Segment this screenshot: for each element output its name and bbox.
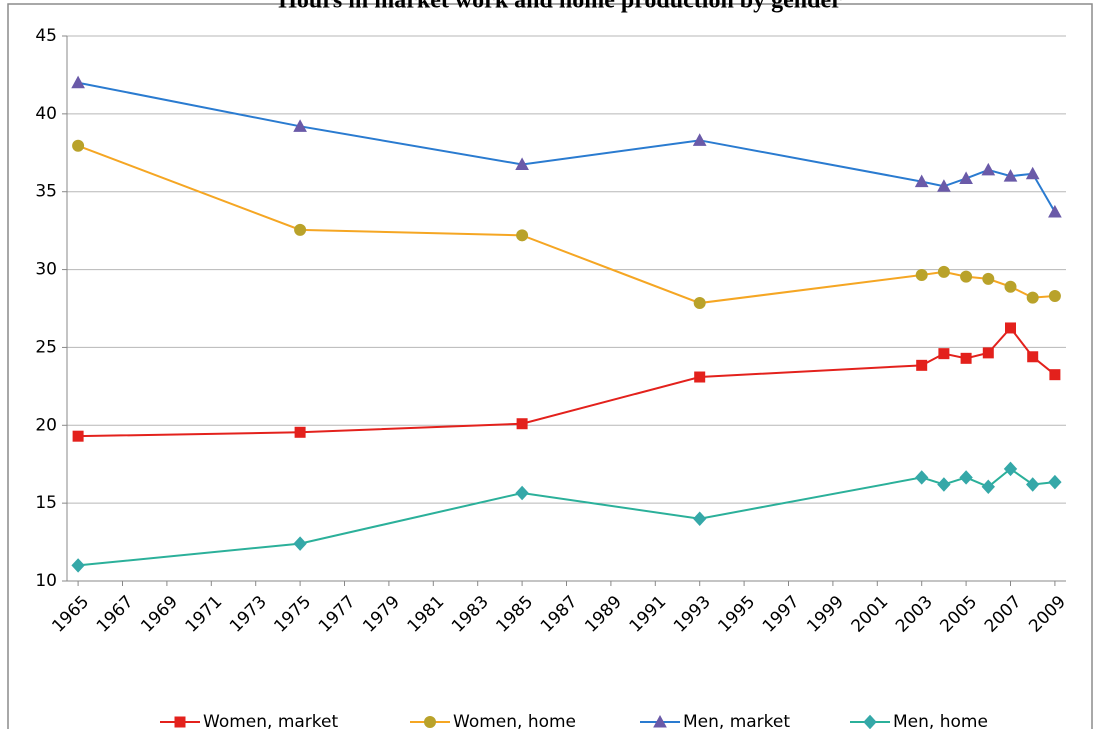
x-tick-label: 1997 [759,592,804,637]
x-tick-label: 1975 [270,592,315,637]
marker [72,139,85,152]
marker [1027,351,1039,363]
y-tick-label: 20 [35,415,57,435]
marker [515,157,529,170]
x-tick-label: 2001 [848,592,893,637]
marker [694,371,706,383]
marker [916,359,928,371]
legend-label: Men, home [893,712,988,729]
marker [1025,166,1040,180]
legend-label: Women, market [203,712,338,729]
series-line [77,81,1056,213]
x-tick-label: 2003 [892,592,937,637]
x-tick-label: 1985 [492,592,537,637]
marker [1005,322,1016,334]
x-tick-label: 1965 [48,592,93,637]
series-line [78,467,1056,567]
marker [915,269,928,282]
x-tick-label: 1989 [581,592,626,637]
x-tick-label: 1993 [670,592,715,637]
legend-label: Men, market [683,712,790,729]
marker [294,223,307,236]
marker [1004,280,1017,293]
marker [937,265,950,278]
marker [959,171,973,184]
x-tick-label: 2007 [981,592,1026,637]
series-line [77,144,1055,305]
y-tick-label: 15 [35,493,57,513]
marker [937,179,951,192]
marker [938,348,950,360]
x-tick-label: 1991 [626,592,671,637]
x-tick-label: 1995 [714,592,759,637]
legend-marker [653,714,667,728]
marker [71,558,85,573]
marker [693,297,706,310]
marker [693,511,707,526]
legend-marker [863,714,877,729]
y-tick-label: 40 [35,104,57,124]
marker [515,485,529,501]
marker [960,270,973,283]
x-tick-label: 1999 [803,592,848,637]
marker [1003,461,1018,477]
chart-frame [7,3,1093,729]
legend: Women, market Women, home Men, market Men, … [160,712,988,729]
marker [915,470,929,485]
marker [1048,474,1062,490]
x-tick-label: 1987 [537,592,582,637]
x-tick-label: 1983 [448,592,493,637]
x-tick-label: 1981 [404,592,449,637]
marker [914,174,929,188]
legend-label: Women, home [453,712,576,729]
marker [72,430,84,442]
marker [959,470,973,485]
marker [1026,477,1040,492]
x-tick-label: 1979 [359,592,404,637]
marker [293,119,307,132]
marker [1003,169,1018,182]
x-tick-label: 2005 [936,592,981,637]
marker [293,536,307,551]
legend-marker [424,716,436,728]
marker [937,477,951,492]
x-tick-label: 1973 [226,592,271,637]
marker [1048,204,1062,218]
x-tick-label: 1971 [182,592,227,637]
x-tick-label: 2009 [1025,592,1070,637]
x-tick-label: 1969 [137,592,182,637]
y-tick-label: 10 [35,571,57,591]
marker [692,133,707,146]
y-tick-label: 25 [35,337,57,357]
marker [1048,290,1061,303]
marker [960,352,972,364]
marker [981,162,996,176]
marker [1049,369,1061,381]
marker [1026,291,1039,304]
y-tick-label: 30 [35,260,57,280]
marker [516,418,528,430]
marker [294,426,306,438]
series-line [78,326,1056,438]
marker [516,229,529,242]
x-tick-label: 1977 [315,592,360,637]
legend-marker [174,716,186,728]
chart-title: Hours in market work and home production… [278,0,842,14]
y-tick-label: 45 [35,26,57,46]
marker [982,272,995,285]
marker [981,479,995,495]
marker [71,75,85,89]
x-tick-label: 1967 [93,592,138,637]
y-tick-label: 35 [35,182,57,202]
marker [982,347,994,359]
